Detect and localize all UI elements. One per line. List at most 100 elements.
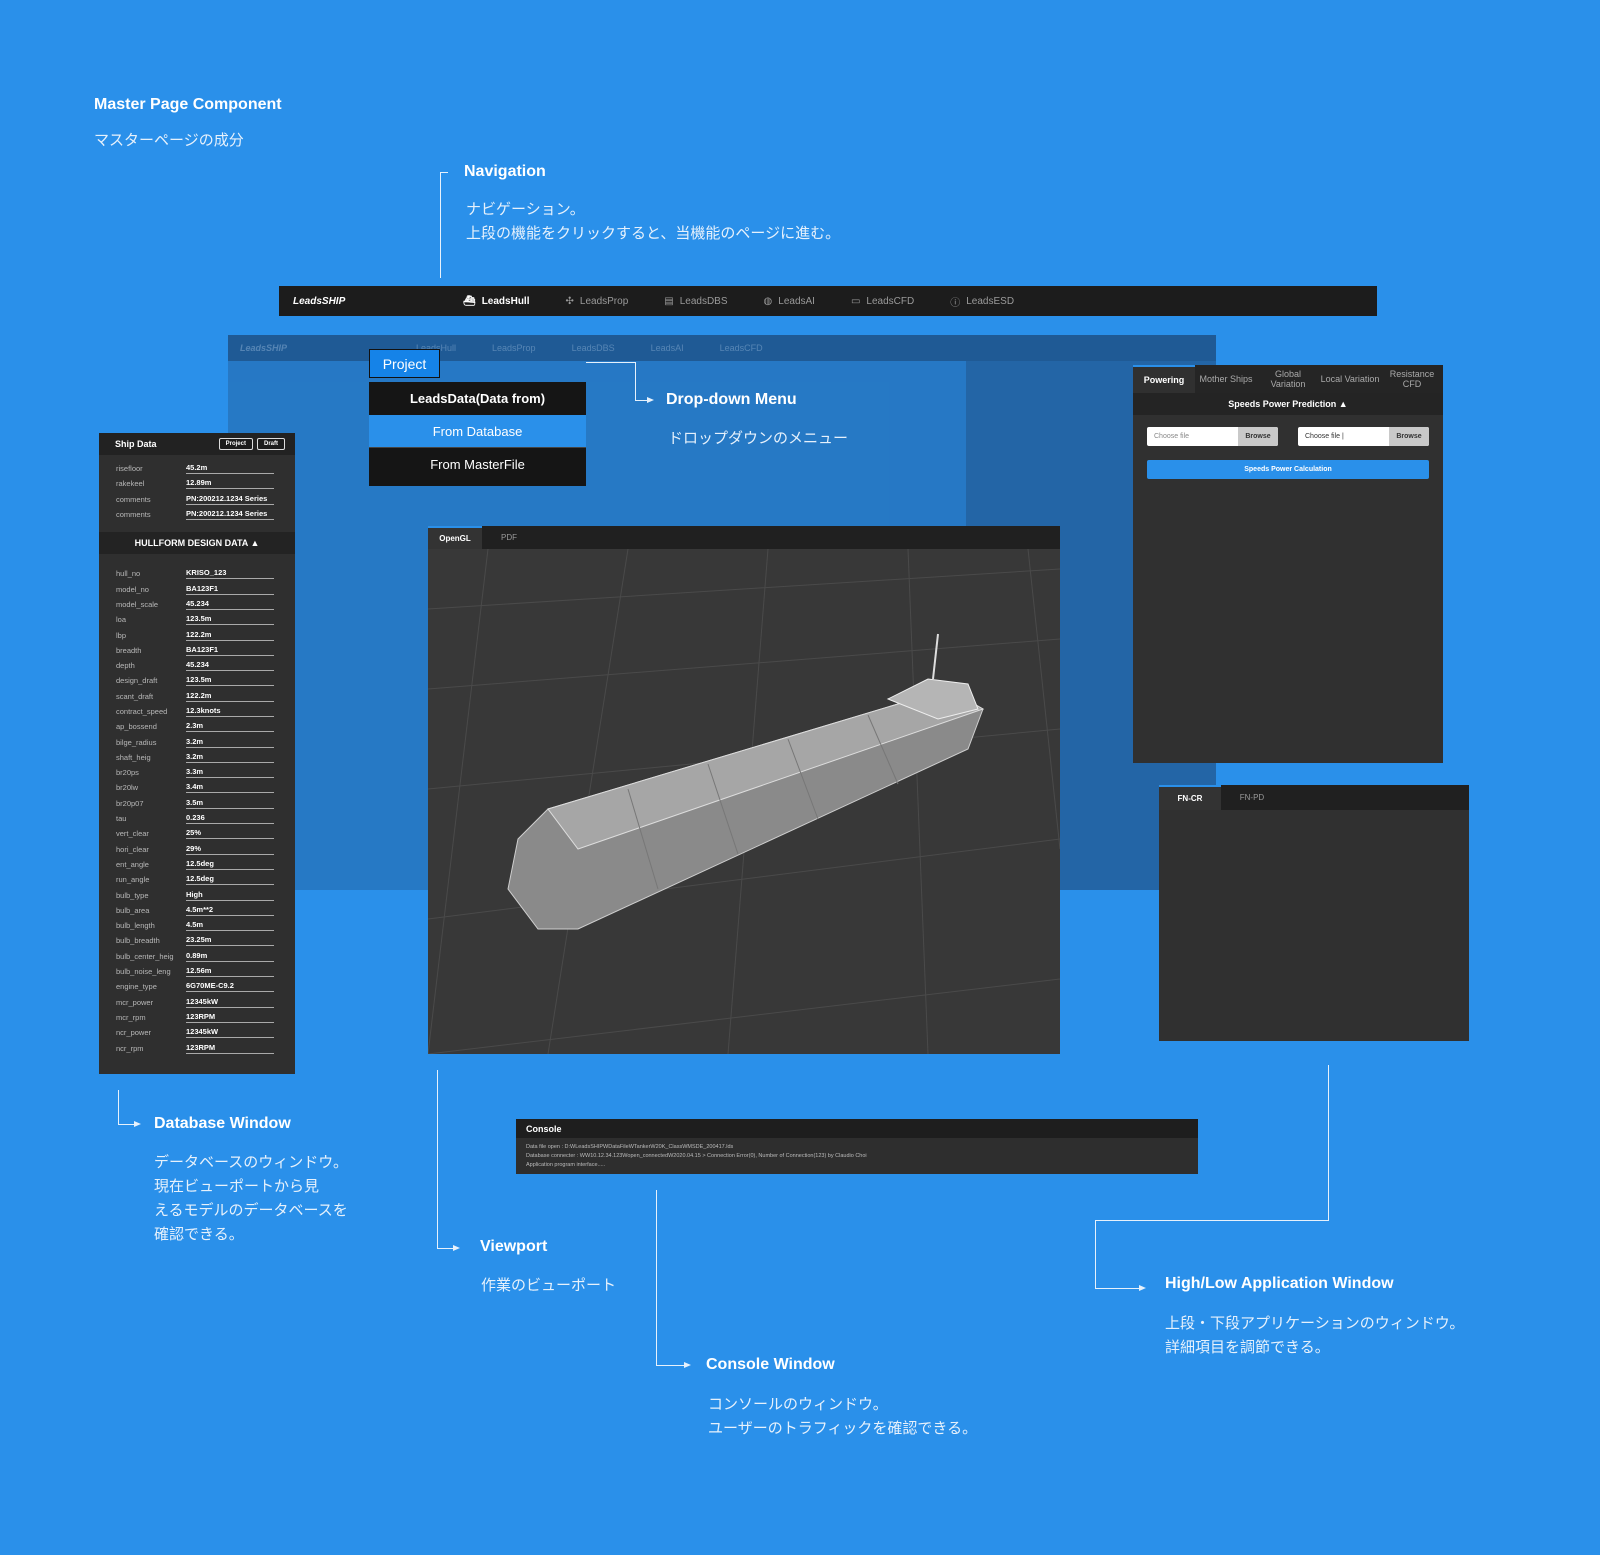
data-row: shaft_heig 3.2m (99, 750, 295, 765)
project-button[interactable]: Project (218, 438, 253, 450)
speeds-power-section-toggle[interactable]: Speeds Power Prediction ▲ (1133, 393, 1443, 415)
field-label: bulb_area (116, 905, 150, 915)
dropdown-item-from-masterfile[interactable]: From MasterFile (369, 447, 586, 480)
data-row: bulb_length 4.5m (99, 918, 295, 933)
field-label: design_draft (116, 676, 158, 686)
nav-item-leadshull[interactable]: ⛴ LeadsHull (463, 296, 530, 307)
data-row: lbp 122.2m (99, 627, 295, 642)
propeller-icon: ✣ (565, 295, 574, 307)
tab-pdf[interactable]: PDF (501, 533, 517, 542)
tab-opengl[interactable]: OpenGL (428, 526, 482, 549)
ai-icon: ◍ (763, 295, 773, 307)
browse-button[interactable]: Browse (1238, 427, 1278, 446)
field-value[interactable]: 12.5deg (186, 859, 274, 870)
field-value[interactable]: 25% (186, 828, 274, 840)
field-label: ap_bossend (116, 722, 157, 732)
field-label: tau (116, 814, 127, 824)
tab-fn-pd[interactable]: FN-PD (1239, 793, 1265, 802)
field-label: contract_speed (116, 707, 168, 716)
hullform-section-toggle[interactable]: HULLFORM DESIGN DATA ▲ (99, 532, 295, 555)
tab-local-variation[interactable]: Local Variation (1320, 374, 1380, 384)
cfd-icon: ▭ (850, 295, 861, 307)
field-value[interactable]: 12.89m (186, 478, 274, 490)
field-label: mcr_rpm (116, 1012, 146, 1022)
field-value[interactable]: 45.234 (186, 599, 274, 610)
tab-fn-cr[interactable]: FN-CR (1159, 785, 1221, 810)
tab-powering[interactable]: Powering (1133, 365, 1195, 393)
field-value[interactable]: 12345kW (186, 1027, 274, 1039)
field-value[interactable]: 6G70ME-C9.2 (186, 981, 274, 993)
field-value[interactable]: 29% (186, 844, 274, 855)
field-value[interactable]: 12.56m (186, 966, 274, 978)
field-value[interactable]: 4.5m**2 (186, 905, 274, 916)
field-label: ncr_rpm (116, 1043, 144, 1053)
nav-item-leadsai[interactable]: ◍ LeadsAI (764, 296, 815, 307)
field-value[interactable]: 122.2m (186, 630, 274, 641)
field-value[interactable]: 123.5m (186, 614, 274, 626)
file-input-2[interactable]: Choose file | Browse (1298, 427, 1429, 446)
ghost-nav-item: LeadsAI (650, 343, 684, 353)
database-window: Ship Data Project Draft risefloor 45.2m rake… (99, 433, 295, 1074)
low-application-window: FN-CR FN-PD (1159, 785, 1469, 1041)
console-window: Console Data file open : D:WLeadsSHIPWDa… (516, 1119, 1198, 1174)
file-input-1[interactable]: Choose file Browse (1147, 427, 1278, 446)
field-label: br20lw (116, 783, 139, 793)
3d-ship-model[interactable] (428, 548, 1060, 1054)
ghost-nav-item: LeadsHull (416, 343, 457, 353)
nav-item-leadsdbs[interactable]: ▤ LeadsDBS (664, 296, 727, 307)
field-value[interactable]: 12.5deg (186, 874, 274, 886)
nav-item-leadsprop[interactable]: ✣ LeadsProp (566, 296, 629, 307)
project-dropdown-button[interactable]: Project (369, 349, 440, 378)
field-label: bulb_center_heig (116, 951, 174, 961)
logo[interactable]: LeadsSHIP (293, 295, 346, 307)
field-value[interactable]: 123RPM (186, 1043, 274, 1054)
field-label: run_angle (116, 875, 150, 885)
console-line: Database connecter : WW10.12.34.123Wopen… (526, 1153, 867, 1159)
draft-button[interactable]: Draft (256, 438, 285, 450)
field-value[interactable]: 12.3knots (186, 706, 274, 717)
field-value[interactable]: 3.2m (186, 752, 274, 763)
field-value[interactable]: 12345kW (186, 997, 274, 1008)
nav-item-leadsesd[interactable]: ⓘ LeadsESD (950, 294, 1014, 309)
field-value[interactable]: 23.25m (186, 935, 274, 947)
data-row: mcr_power 12345kW (99, 995, 295, 1010)
field-value[interactable]: 2.3m (186, 721, 274, 733)
data-row: mcr_rpm 123RPM (99, 1010, 295, 1025)
field-value[interactable]: 45.234 (186, 660, 274, 672)
field-value[interactable]: KRISO_123 (186, 568, 274, 580)
field-value[interactable]: 123RPM (186, 1012, 274, 1023)
field-value[interactable]: PN:200212.1234 Series (186, 494, 274, 505)
field-value[interactable]: High (186, 890, 274, 901)
field-value[interactable]: 123.5m (186, 675, 274, 687)
field-value[interactable]: 0.236 (186, 813, 274, 825)
data-row: ncr_power 12345kW (99, 1025, 295, 1040)
field-label: model_scale (116, 599, 159, 609)
field-value[interactable]: 0.89m (186, 951, 274, 962)
browse-button[interactable]: Browse (1389, 427, 1429, 446)
field-value[interactable]: BA123F1 (186, 645, 274, 656)
field-value[interactable]: 3.3m (186, 767, 274, 779)
field-value[interactable]: 4.5m (186, 920, 274, 932)
field-value[interactable]: 45.2m (186, 463, 274, 475)
tab-mother-ships[interactable]: Mother Ships (1199, 374, 1253, 384)
field-label: hull_no (116, 569, 141, 579)
console-annotation-desc: コンソールのウィンドウ。 ユーザーのトラフィックを確認できる。 (708, 1395, 978, 1437)
field-value[interactable]: BA123F1 (186, 584, 274, 595)
field-value[interactable]: 3.2m (186, 737, 274, 748)
tab-resistance-cfd[interactable]: Resistance CFD (1389, 369, 1435, 389)
speeds-power-calculation-button[interactable]: Speeds Power Calculation (1147, 460, 1429, 479)
tab-global-variation[interactable]: Global Variation (1270, 369, 1306, 389)
field-value[interactable]: 3.5m (186, 798, 274, 809)
ghost-nav-item: LeadsDBS (571, 343, 615, 353)
dropdown-item-from-database[interactable]: From Database (369, 415, 586, 447)
highlow-annotation-title: High/Low Application Window (1165, 1275, 1394, 1292)
console-line: Data file open : D:WLeadsSHIPWDataFileWT… (526, 1144, 734, 1150)
data-row: ent_angle 12.5deg (99, 857, 295, 872)
nav-label: LeadsProp (579, 295, 629, 307)
field-value[interactable]: 3.4m (186, 782, 274, 794)
field-value[interactable]: PN:200212.1234 Series (186, 509, 274, 521)
nav-item-leadscfd[interactable]: ▭ LeadsCFD (851, 296, 914, 307)
data-row: design_draft 123.5m (99, 673, 295, 688)
console-title: Console (516, 1119, 1198, 1138)
field-value[interactable]: 122.2m (186, 691, 274, 702)
